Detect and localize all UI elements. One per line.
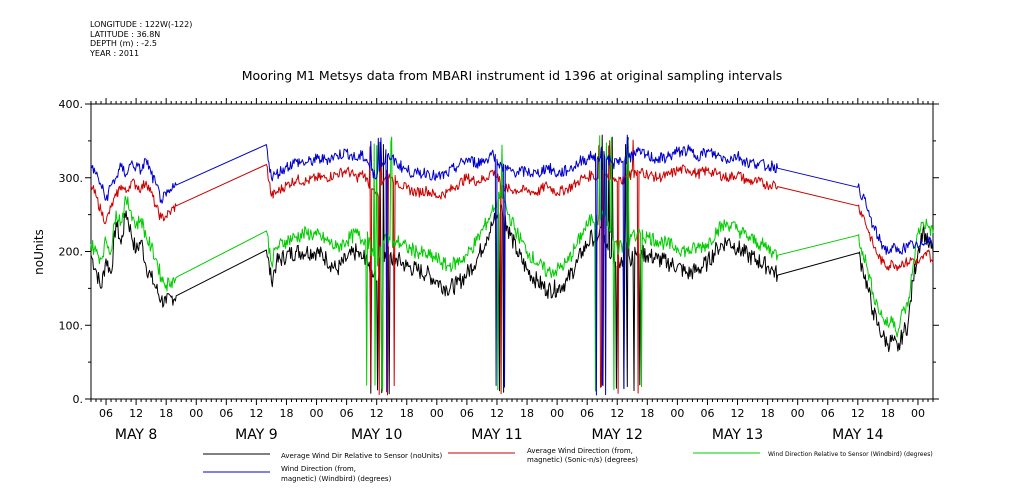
longitude-text: LONGITUDE : 122W(-122) [90,20,193,29]
x-tick-label: 06 [460,407,474,420]
x-tick-label: 18 [159,407,173,420]
x-tick-label: 06 [821,407,835,420]
y-tick-label: 0. [73,393,84,406]
legend-label-red-2: magnetic) (Sonic-n/s) (degrees) [527,456,638,464]
x-tick-label: 18 [761,407,775,420]
x-tick-label: 00 [791,407,805,420]
x-tick-label: 00 [911,407,925,420]
legend-label-green: Wind Direction Relative to Sensor (Windb… [768,451,933,458]
x-tick-label: 00 [189,407,203,420]
x-tick-label: 12 [490,407,504,420]
day-label: MAY 9 [235,427,277,443]
x-tick-label: 00 [550,407,564,420]
x-tick-label: 12 [731,407,745,420]
legend: Average Wind Dir Relative to Sensor (noU… [203,447,933,483]
plot-frame [90,103,934,400]
x-tick-label: 18 [881,407,895,420]
x-tick-label: 18 [640,407,654,420]
day-label: MAY 8 [115,427,157,443]
series-line-3 [90,135,934,392]
x-tick-label: 00 [670,407,684,420]
x-tick-label: 06 [219,407,233,420]
x-tick-label: 12 [249,407,263,420]
x-tick-label: 06 [340,407,354,420]
x-tick-label: 12 [370,407,384,420]
day-label: MAY 11 [471,427,522,443]
legend-label-blue-2: magnetic) (Windbird) (degrees) [281,475,392,483]
year-text: YEAR : 2011 [90,48,140,58]
legend-label-black: Average Wind Dir Relative to Sensor (noU… [281,452,442,460]
x-tick-label: 12 [851,407,865,420]
day-label: MAY 10 [351,427,402,443]
mooring-metadata: LONGITUDE : 122W(-122) LATITUDE : 36.8N … [90,20,192,58]
y-tick-label: 400. [59,98,84,111]
day-label: MAY 14 [832,427,883,443]
series-line-1 [90,134,934,395]
y-tick-label: 300. [59,172,84,185]
y-tick-label: 200. [59,246,84,259]
day-label: MAY 12 [592,427,643,443]
depth-text: DEPTH (m) : -2.5 [90,39,157,48]
legend-label-red-1: Average Wind Direction (from, [527,447,633,455]
x-tick-label: 12 [129,407,143,420]
chart-title: Mooring M1 Metsys data from MBARI instru… [242,68,783,83]
series-layer [90,134,934,396]
x-tick-label: 18 [279,407,293,420]
series-line-2 [90,139,934,396]
x-tick-label: 18 [400,407,414,420]
x-tick-label: 00 [430,407,444,420]
x-tick-label: 18 [520,407,534,420]
x-tick-label: 12 [610,407,624,420]
x-tick-label: 06 [99,407,113,420]
day-label: MAY 13 [712,427,763,443]
plot-border [90,103,934,400]
x-tick-label: 06 [700,407,714,420]
y-tick-label: 100. [59,319,84,332]
latitude-text: LATITUDE : 36.8N [90,29,161,39]
y-axis-label: noUnits [32,229,46,275]
x-tick-label: 06 [580,407,594,420]
series-line-4 [90,134,934,396]
legend-label-blue-1: Wind Direction (from, [281,465,356,473]
x-tick-label: 00 [310,407,324,420]
axis-layer: 0. 100. 200. 300. 400. 06 12 18 00 06 12 18 00 06 12 18… [59,98,939,443]
